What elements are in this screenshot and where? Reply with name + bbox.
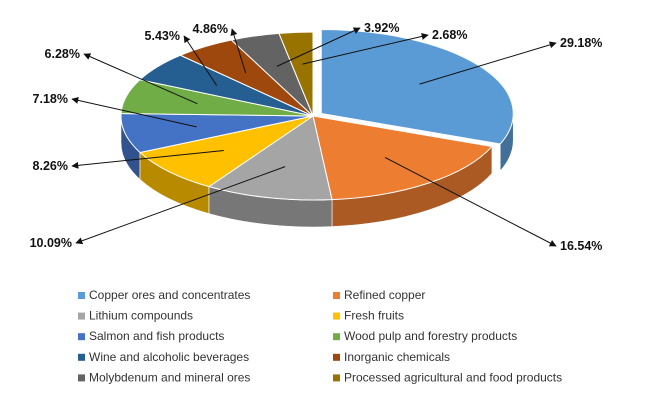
legend-swatch-1 bbox=[333, 292, 340, 299]
leader-line-1 bbox=[384, 157, 557, 247]
pie-sides bbox=[120, 113, 514, 228]
data-label-8: 3.92% bbox=[364, 21, 399, 35]
leader-line-3 bbox=[71, 149, 224, 169]
leader-line-5 bbox=[83, 53, 198, 105]
legend-label-5: Wood pulp and forestry products bbox=[344, 329, 517, 343]
leader-line-6 bbox=[183, 35, 218, 86]
data-label-5: 6.28% bbox=[45, 47, 80, 61]
legend-label-2: Lithium compounds bbox=[89, 309, 193, 323]
pie-slice-9 bbox=[278, 31, 314, 117]
pie-slice-2 bbox=[207, 115, 333, 201]
data-label-7: 4.86% bbox=[193, 22, 228, 36]
data-label-1: 16.54% bbox=[560, 239, 602, 253]
leader-line-8 bbox=[276, 27, 361, 67]
legend-swatch-2 bbox=[78, 312, 85, 320]
pie-data-labels: 29.18% 16.54% 10.09% 8.26% 7.18% 6.28% 5.43% 4.… bbox=[30, 21, 603, 253]
data-label-0: 29.18% bbox=[560, 36, 602, 50]
legend-label-6: Wine and alcoholic beverages bbox=[89, 350, 249, 364]
legend: Copper ores and concentrates Refined copp… bbox=[78, 288, 562, 384]
pie-slice-1 bbox=[312, 115, 493, 201]
leader-line-2 bbox=[75, 166, 286, 245]
legend-label-9: Processed agricultural and food products bbox=[344, 370, 562, 384]
pie-slice-3 bbox=[138, 115, 314, 188]
pie-leader-lines bbox=[71, 27, 557, 247]
leader-line-7 bbox=[230, 28, 247, 74]
data-label-2: 10.09% bbox=[30, 236, 72, 250]
data-label-3: 8.26% bbox=[33, 159, 68, 173]
legend-swatch-0 bbox=[78, 292, 85, 299]
legend-swatch-5 bbox=[333, 333, 340, 341]
leader-line-9 bbox=[302, 33, 429, 65]
pie-tops bbox=[120, 29, 514, 201]
data-label-9: 2.68% bbox=[432, 28, 467, 42]
legend-label-4: Salmon and fish products bbox=[89, 329, 224, 343]
legend-swatch-6 bbox=[78, 353, 85, 361]
leader-line-4 bbox=[71, 96, 197, 128]
legend-label-3: Fresh fruits bbox=[344, 309, 404, 323]
legend-swatch-8 bbox=[78, 374, 85, 382]
legend-swatch-3 bbox=[333, 312, 340, 320]
legend-label-8: Molybdenum and mineral ores bbox=[89, 370, 250, 384]
legend-swatch-7 bbox=[333, 353, 340, 361]
leader-line-0 bbox=[419, 41, 557, 85]
data-label-6: 5.43% bbox=[145, 29, 180, 43]
legend-label-1: Refined copper bbox=[344, 288, 425, 302]
data-label-4: 7.18% bbox=[33, 92, 68, 106]
legend-swatch-9 bbox=[333, 374, 340, 382]
legend-label-0: Copper ores and concentrates bbox=[89, 288, 250, 302]
legend-label-7: Inorganic chemicals bbox=[344, 350, 450, 364]
legend-swatch-4 bbox=[78, 333, 85, 341]
